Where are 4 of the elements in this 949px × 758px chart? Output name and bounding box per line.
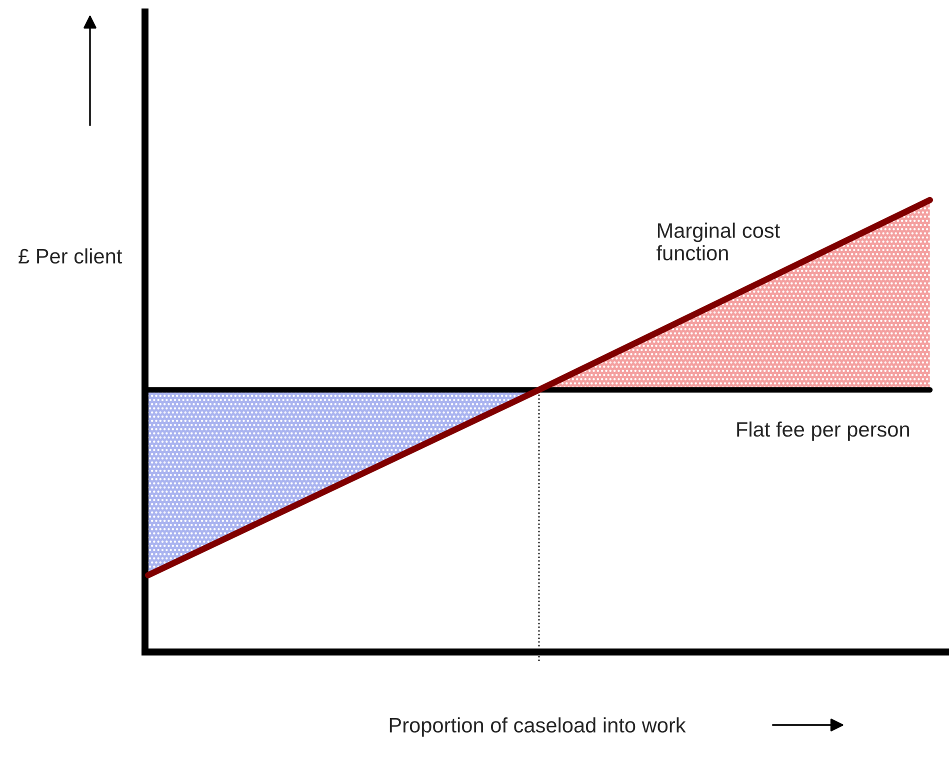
series-label: Marginal cost function: [656, 222, 780, 260]
x-axis-title: Proportion of caseload into work: [390, 717, 686, 737]
y-axis-title: £ Per client: [18, 248, 122, 264]
series-label: Flat fee per person: [737, 421, 909, 441]
